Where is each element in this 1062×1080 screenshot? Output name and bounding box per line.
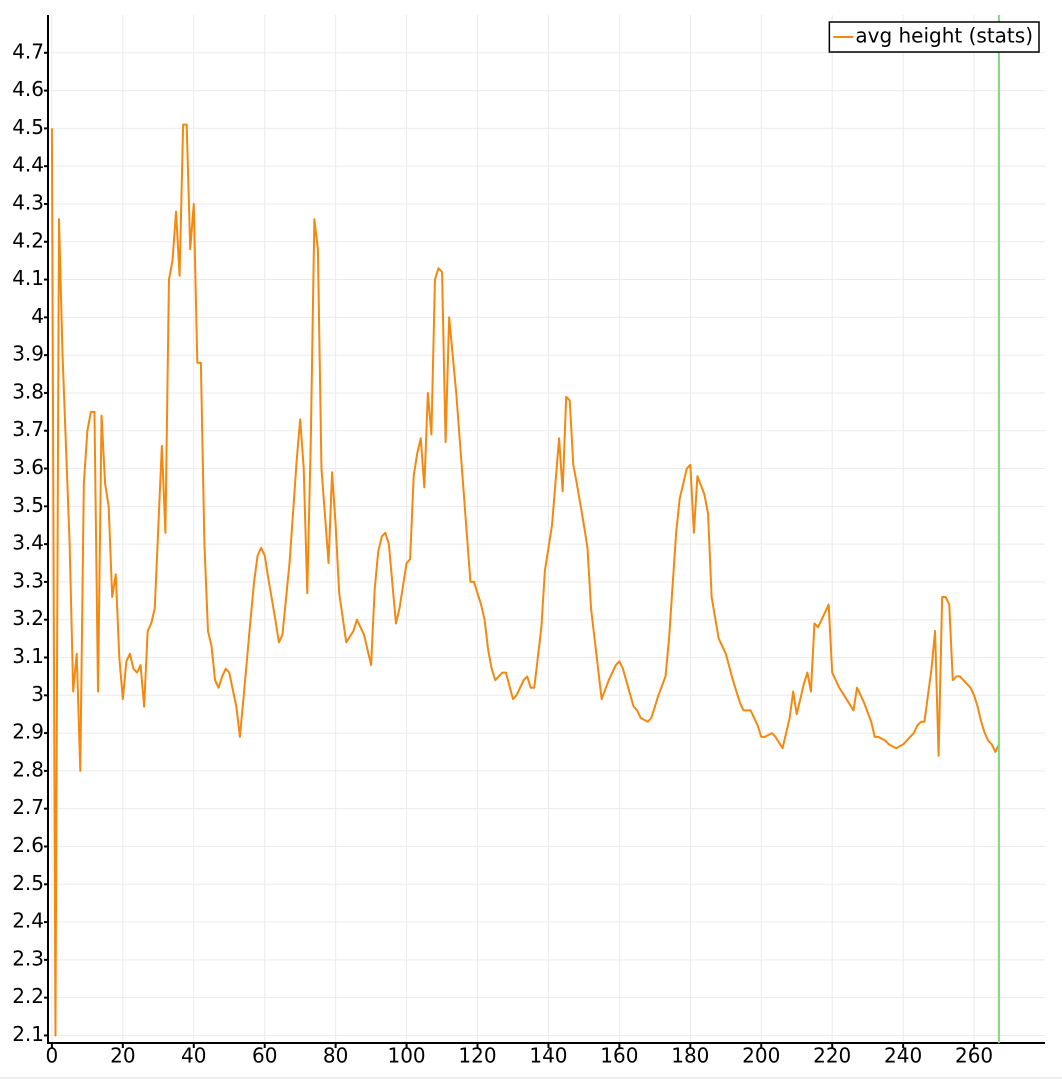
y-tick-label: 2.8	[12, 757, 44, 781]
legend-box	[828, 21, 1040, 53]
y-tick-label: 4	[31, 304, 44, 328]
x-tick-label: 120	[458, 1044, 496, 1068]
y-tick-label: 3.7	[12, 417, 44, 441]
x-tick-label: 20	[110, 1044, 135, 1068]
y-tick-label: 3.9	[12, 342, 44, 366]
y-tick-label: 4.4	[12, 153, 44, 177]
x-tick-label: 0	[46, 1044, 59, 1068]
x-tick-label: 60	[252, 1044, 277, 1068]
legend: avg height (stats)	[828, 21, 1040, 53]
y-tick-label: 3.1	[12, 644, 44, 668]
y-tick-label: 4.5	[12, 115, 44, 139]
y-tick-label: 3.2	[12, 606, 44, 630]
y-tick-label: 3.6	[12, 455, 44, 479]
y-tick-label: 2.1	[12, 1022, 44, 1046]
y-tick-label: 2.4	[12, 909, 44, 933]
y-tick-label: 2.7	[12, 795, 44, 819]
y-tick-label: 4.1	[12, 266, 44, 290]
y-tick-label: 4.3	[12, 190, 44, 214]
x-tick-label: 40	[181, 1044, 206, 1068]
y-tick-label: 3.5	[12, 493, 44, 517]
y-tick-label: 4.6	[12, 77, 44, 101]
y-tick-label: 2.6	[12, 833, 44, 857]
y-tick-label: 3	[31, 682, 44, 706]
legend-label: avg height (stats)	[855, 24, 1033, 48]
y-tick-label: 3.3	[12, 568, 44, 592]
x-tick-label: 160	[600, 1044, 638, 1068]
x-tick-label: 100	[387, 1044, 425, 1068]
y-tick-label: 2.2	[12, 984, 44, 1008]
y-tick-label: 4.7	[12, 39, 44, 63]
y-tick-label: 2.5	[12, 871, 44, 895]
y-tick-label: 4.2	[12, 228, 44, 252]
y-tick-label: 3.8	[12, 379, 44, 403]
y-tick-label: 3.4	[12, 531, 44, 555]
x-tick-label: 80	[323, 1044, 348, 1068]
x-tick-label: 200	[742, 1044, 780, 1068]
x-tick-label: 260	[955, 1044, 993, 1068]
y-tick-label: 2.9	[12, 720, 44, 744]
x-tick-label: 240	[884, 1044, 922, 1068]
x-tick-label: 180	[671, 1044, 709, 1068]
y-tick-label: 2.3	[12, 946, 44, 970]
data-line	[50, 123, 1000, 1037]
x-tick-label: 140	[529, 1044, 567, 1068]
x-tick-label: 220	[813, 1044, 851, 1068]
